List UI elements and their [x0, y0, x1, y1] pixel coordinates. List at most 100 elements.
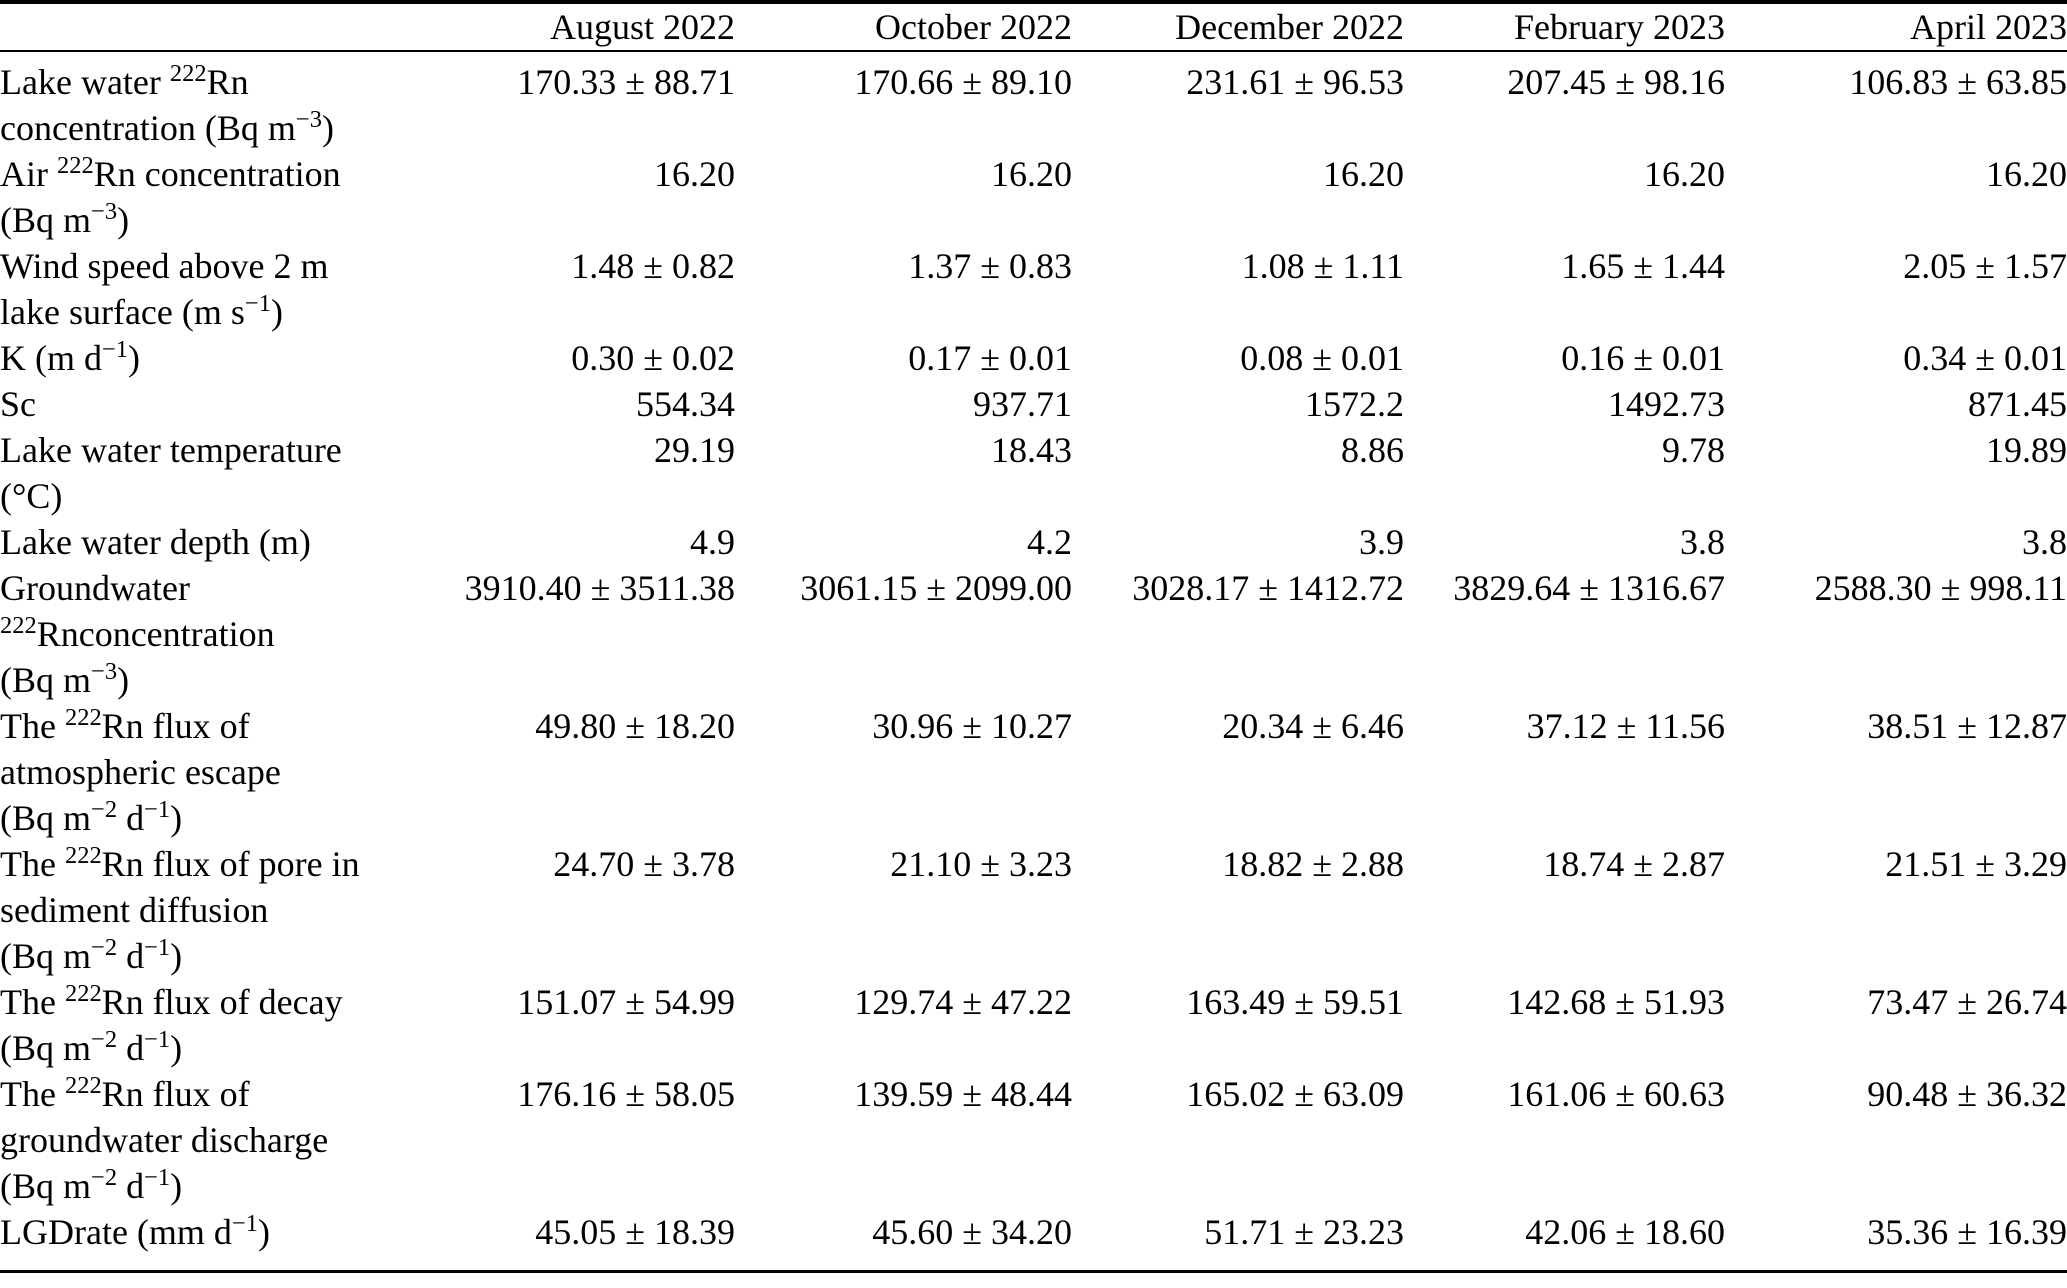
cell-value: 90.48 ± 36.32	[1867, 1074, 2067, 1114]
table-row: Lake water temperature (°C) 29.19 18.43 8.86…	[0, 427, 2067, 519]
row-label-line: (Bq m−2 d−1)	[0, 1164, 183, 1206]
cell-value: 16.20	[1986, 154, 2067, 194]
column-header-october-2022: October 2022	[735, 2, 1072, 52]
row-label: Lake water depth (m)	[0, 519, 410, 565]
table-row: LGDrate (mm d−1) 45.05 ± 18.39 45.60 ± 34.…	[0, 1209, 2067, 1272]
cell-value: 163.49 ± 59.51	[1186, 982, 1404, 1022]
table-row: The 222Rn flux of decay (Bq m−2 d−1) 151.0…	[0, 979, 2067, 1071]
row-label-line: concentration (Bq m−3)	[0, 106, 334, 148]
cell-value: 129.74 ± 47.22	[854, 982, 1072, 1022]
row-label: Sc	[0, 381, 410, 427]
cell-value: 3910.40 ± 3511.38	[464, 568, 735, 608]
cell-value: 139.59 ± 48.44	[854, 1074, 1072, 1114]
row-label-column-header	[0, 2, 410, 52]
row-label-line: Sc	[0, 384, 36, 424]
table-row: The 222Rn flux of groundwater discharge (B…	[0, 1071, 2067, 1209]
table-body: Lake water 222Rn concentration (Bq m−3) 17…	[0, 51, 2067, 1272]
cell-value: 73.47 ± 26.74	[1867, 982, 2067, 1022]
cell-value: 18.82 ± 2.88	[1222, 844, 1404, 884]
cell-value: 42.06 ± 18.60	[1525, 1212, 1725, 1252]
table-row: Air 222Rn concentration (Bq m−3) 16.20 16.2…	[0, 151, 2067, 243]
row-label-line: Lake water 222Rn	[0, 60, 249, 102]
cell-value: 0.17 ± 0.01	[908, 338, 1072, 378]
cell-value: 3028.17 ± 1412.72	[1132, 568, 1404, 608]
cell-value: 1.08 ± 1.11	[1241, 246, 1404, 286]
row-label-line: (Bq m−2 d−1)	[0, 934, 183, 976]
cell-value: 142.68 ± 51.93	[1507, 982, 1725, 1022]
cell-value: 554.34	[636, 384, 735, 424]
cell-value: 3.8	[2022, 522, 2067, 562]
row-label-line: The 222Rn flux of	[0, 704, 250, 746]
row-label-line: lake surface (m s−1)	[0, 290, 283, 332]
cell-value: 38.51 ± 12.87	[1867, 706, 2067, 746]
column-header-february-2023: February 2023	[1404, 2, 1725, 52]
cell-value: 165.02 ± 63.09	[1186, 1074, 1404, 1114]
row-label-line: (°C)	[0, 476, 63, 516]
row-label-line: Lake water temperature	[0, 430, 342, 470]
row-label-line: LGDrate (mm d−1)	[0, 1210, 270, 1252]
row-label: Wind speed above 2 m lake surface (m s−1)	[0, 243, 410, 335]
row-label-line: sediment diffusion	[0, 890, 269, 930]
row-label-line: (Bq m−2 d−1)	[0, 1026, 183, 1068]
cell-value: 0.08 ± 0.01	[1240, 338, 1404, 378]
row-label: Groundwater 222Rnconcentration (Bq m−3)	[0, 565, 410, 703]
table-row: The 222Rn flux of pore in sediment diffus…	[0, 841, 2067, 979]
table-row: Sc 554.34 937.71 1572.2 1492.73 871.45	[0, 381, 2067, 427]
cell-value: 51.71 ± 23.23	[1204, 1212, 1404, 1252]
cell-value: 45.60 ± 34.20	[872, 1212, 1072, 1252]
cell-value: 30.96 ± 10.27	[872, 706, 1072, 746]
row-label-line: Air 222Rn concentration	[0, 152, 341, 194]
column-header-december-2022: December 2022	[1072, 2, 1404, 52]
cell-value: 35.36 ± 16.39	[1867, 1212, 2067, 1252]
cell-value: 1.37 ± 0.83	[908, 246, 1072, 286]
cell-value: 21.51 ± 3.29	[1885, 844, 2067, 884]
table-row: Lake water 222Rn concentration (Bq m−3) 17…	[0, 51, 2067, 151]
column-header-april-2023: April 2023	[1725, 2, 2067, 52]
cell-value: 29.19	[654, 430, 735, 470]
cell-value: 937.71	[973, 384, 1072, 424]
cell-value: 106.83 ± 63.85	[1849, 62, 2067, 102]
cell-value: 0.16 ± 0.01	[1561, 338, 1725, 378]
row-label: K (m d−1)	[0, 335, 410, 381]
table-row: Lake water depth (m) 4.9 4.2 3.9 3.8 3.8	[0, 519, 2067, 565]
cell-value: 231.61 ± 96.53	[1186, 62, 1404, 102]
cell-value: 207.45 ± 98.16	[1507, 62, 1725, 102]
row-label-line: (Bq m−3)	[0, 198, 130, 240]
header-row: August 2022 October 2022 December 2022 F…	[0, 2, 2067, 52]
table-row: The 222Rn flux of atmospheric escape (Bq m…	[0, 703, 2067, 841]
row-label: Air 222Rn concentration (Bq m−3)	[0, 151, 410, 243]
row-label-line: Lake water depth (m)	[0, 522, 311, 562]
row-label-line: The 222Rn flux of decay	[0, 980, 343, 1022]
row-label-line: K (m d−1)	[0, 336, 141, 378]
cell-value: 16.20	[654, 154, 735, 194]
cell-value: 3.9	[1359, 522, 1404, 562]
cell-value: 161.06 ± 60.63	[1507, 1074, 1725, 1114]
cell-value: 24.70 ± 3.78	[553, 844, 735, 884]
row-label-line: 222Rnconcentration	[0, 612, 275, 654]
cell-value: 45.05 ± 18.39	[535, 1212, 735, 1252]
cell-value: 2.05 ± 1.57	[1903, 246, 2067, 286]
cell-value: 9.78	[1662, 430, 1725, 470]
column-header-august-2022: August 2022	[410, 2, 735, 52]
row-label-line: (Bq m−2 d−1)	[0, 796, 183, 838]
cell-value: 8.86	[1341, 430, 1404, 470]
row-label-line: (Bq m−3)	[0, 658, 130, 700]
cell-value: 4.9	[690, 522, 735, 562]
cell-value: 1.65 ± 1.44	[1561, 246, 1725, 286]
table-row: K (m d−1) 0.30 ± 0.02 0.17 ± 0.01 0.08 ± 0.…	[0, 335, 2067, 381]
cell-value: 21.10 ± 3.23	[890, 844, 1072, 884]
table-row: Groundwater 222Rnconcentration (Bq m−3) 391…	[0, 565, 2067, 703]
cell-value: 1572.2	[1305, 384, 1404, 424]
row-label: The 222Rn flux of groundwater discharge (B…	[0, 1071, 410, 1209]
row-label-line: The 222Rn flux of pore in	[0, 842, 360, 884]
cell-value: 18.74 ± 2.87	[1543, 844, 1725, 884]
cell-value: 1.48 ± 0.82	[571, 246, 735, 286]
cell-value: 3829.64 ± 1316.67	[1453, 568, 1725, 608]
row-label: The 222Rn flux of decay (Bq m−2 d−1)	[0, 979, 410, 1071]
row-label-line: groundwater discharge	[0, 1120, 329, 1160]
cell-value: 170.33 ± 88.71	[517, 62, 735, 102]
row-label: The 222Rn flux of atmospheric escape (Bq m…	[0, 703, 410, 841]
row-label-line: Wind speed above 2 m	[0, 246, 329, 286]
